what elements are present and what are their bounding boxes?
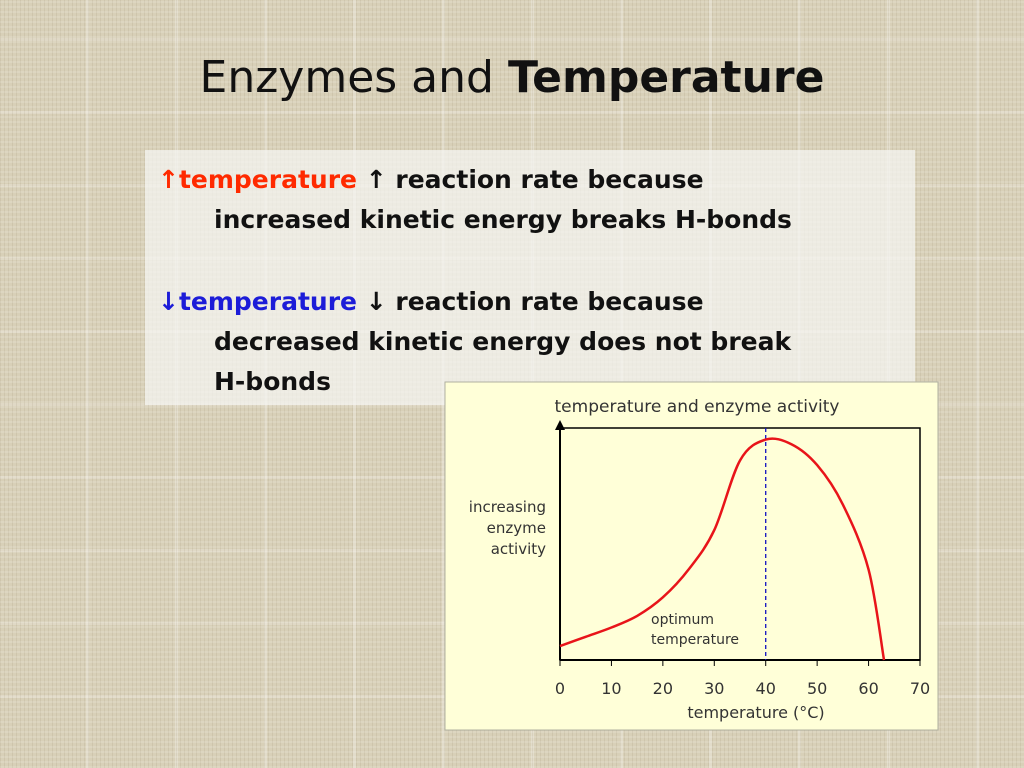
bullet-line: ↑temperature ↑ reaction rate because — [158, 160, 792, 200]
keyword: temperature — [178, 287, 357, 316]
y-axis-label: enzyme — [487, 519, 546, 537]
bullet-text: reaction rate because — [395, 287, 704, 316]
bullet-text: decreased kinetic energy does not break — [214, 327, 792, 356]
title-bold: Temperature — [507, 52, 825, 103]
bullet-text: increased kinetic energy breaks H-bonds — [214, 205, 792, 234]
annotation: optimum — [651, 612, 714, 628]
y-axis-arrow — [555, 420, 565, 430]
x-axis-label: temperature (°C) — [687, 703, 824, 722]
x-tick-label: 70 — [910, 679, 930, 698]
x-tick-label: 30 — [704, 679, 724, 698]
annotation: temperature — [651, 632, 739, 648]
title-plain: Enzymes and — [199, 52, 494, 103]
x-tick-label: 50 — [807, 679, 827, 698]
x-tick-label: 10 — [601, 679, 621, 698]
slide-title: Enzymes and Temperature — [0, 52, 1024, 103]
arrow: ↓ — [365, 287, 387, 316]
x-tick-label: 20 — [653, 679, 673, 698]
arrow: ↑ — [365, 165, 387, 194]
x-tick-label: 0 — [555, 679, 565, 698]
chart-title: temperature and enzyme activity — [555, 397, 840, 417]
text-box — [145, 150, 915, 405]
y-axis-label: activity — [491, 540, 546, 558]
keyword: temperature — [178, 165, 357, 194]
bullet-text: reaction rate because — [395, 165, 704, 194]
chart-frame — [444, 381, 939, 731]
x-tick-label: 40 — [756, 679, 776, 698]
bullet-text: H-bonds — [214, 367, 331, 396]
bullet: ↑temperature ↑ reaction rate because incr… — [158, 160, 792, 240]
arrow: ↑ — [158, 165, 179, 194]
bullet: ↓temperature ↓ reaction rate because decr… — [158, 282, 791, 402]
y-axis-label: increasing — [469, 498, 546, 516]
activity-curve — [559, 437, 886, 661]
bullet-line: ↓temperature ↓ reaction rate because — [158, 282, 791, 322]
arrow: ↓ — [158, 287, 179, 316]
x-tick-label: 60 — [858, 679, 878, 698]
